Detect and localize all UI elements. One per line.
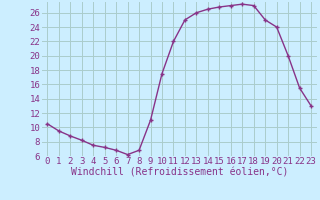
X-axis label: Windchill (Refroidissement éolien,°C): Windchill (Refroidissement éolien,°C): [70, 168, 288, 178]
